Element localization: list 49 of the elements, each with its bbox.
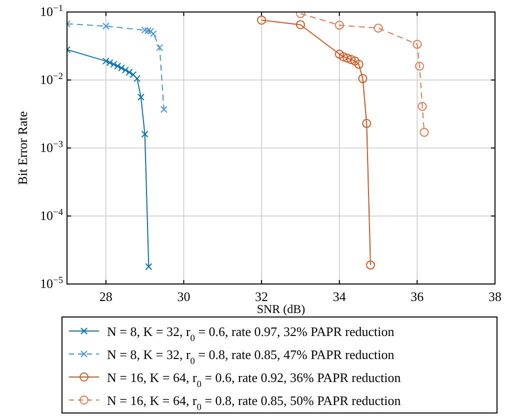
point bbox=[106, 59, 114, 66]
point bbox=[130, 71, 137, 78]
x-tick-label: 34 bbox=[332, 289, 346, 304]
point bbox=[114, 62, 122, 70]
point bbox=[412, 40, 422, 49]
point bbox=[346, 55, 356, 64]
y-tick-label: 10$^{−1}$ bbox=[40, 4, 64, 19]
x-tick-label: 30 bbox=[177, 289, 190, 304]
point bbox=[374, 24, 383, 33]
point bbox=[160, 106, 168, 113]
point bbox=[358, 74, 368, 84]
legend-label: N = 8, K = 32, r$_{0}$ = 0.8, rate 0.85, 47% PAPR reduction bbox=[107, 347, 395, 367]
x-axis-title: SNR (dB) bbox=[256, 302, 306, 316]
point bbox=[350, 56, 360, 66]
x-tick-label: 32 bbox=[255, 289, 268, 304]
y-axis-title: Bit Error Rate bbox=[15, 110, 30, 185]
point bbox=[145, 263, 152, 270]
point bbox=[141, 130, 148, 138]
point bbox=[102, 22, 110, 30]
point bbox=[338, 52, 348, 62]
point bbox=[420, 128, 429, 137]
x-tick-label: 36 bbox=[410, 289, 424, 304]
point bbox=[156, 44, 164, 52]
legend-label: N = 8, K = 32, r$_{0}$ = 0.6, rate 0.97, 32% PAPR reduction bbox=[107, 324, 395, 344]
y-tick-label: 10$^{−5}$ bbox=[40, 276, 64, 291]
point bbox=[354, 60, 364, 69]
point bbox=[334, 50, 344, 59]
y-tick-label: 10$^{−3}$ bbox=[40, 140, 64, 155]
point bbox=[342, 54, 352, 63]
y-tick-label: 10$^{−2}$ bbox=[40, 72, 64, 87]
legend-label: N = 16, K = 64, r$_{0}$ = 0.8, rate 0.85, 50% PAPR reduction bbox=[107, 393, 402, 413]
point bbox=[257, 16, 266, 25]
point bbox=[296, 20, 305, 30]
point bbox=[418, 102, 427, 111]
x-tick-label: 28 bbox=[99, 289, 112, 304]
point bbox=[137, 94, 144, 101]
point bbox=[110, 60, 118, 68]
point bbox=[118, 64, 125, 72]
point bbox=[362, 118, 372, 128]
point bbox=[134, 75, 141, 82]
point bbox=[126, 68, 133, 76]
point bbox=[122, 66, 129, 74]
legend-label: N = 16, K = 64, r$_{0}$ = 0.6, rate 0.92, 36% PAPR reduction bbox=[107, 370, 402, 390]
point bbox=[415, 62, 424, 71]
y-tick-label: 10$^{−4}$ bbox=[40, 208, 64, 223]
point bbox=[102, 58, 110, 65]
point bbox=[366, 260, 375, 270]
x-tick-label: 38 bbox=[488, 289, 502, 304]
point bbox=[334, 20, 344, 30]
